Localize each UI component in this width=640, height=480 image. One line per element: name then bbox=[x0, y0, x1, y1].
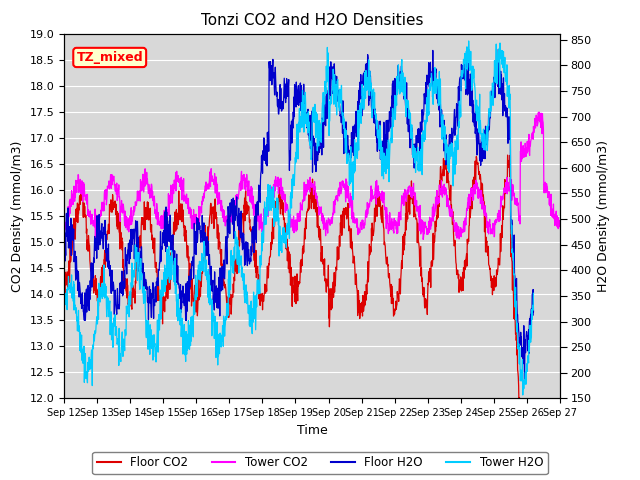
Floor H2O bbox=[454, 102, 461, 108]
Tower CO2 bbox=[419, 237, 427, 242]
Tower H2O bbox=[170, 267, 178, 273]
Floor CO2 bbox=[388, 291, 396, 297]
Tower H2O bbox=[226, 276, 234, 281]
Floor H2O bbox=[497, 92, 505, 97]
Tower CO2 bbox=[388, 224, 396, 229]
Floor H2O bbox=[158, 243, 166, 249]
Floor CO2 bbox=[60, 288, 68, 293]
Tower H2O bbox=[158, 293, 166, 299]
Floor CO2 bbox=[226, 295, 234, 301]
Tower H2O bbox=[497, 48, 505, 53]
Line: Tower CO2: Tower CO2 bbox=[64, 112, 560, 240]
X-axis label: Time: Time bbox=[296, 424, 328, 437]
Tower CO2 bbox=[226, 219, 234, 225]
Tower CO2 bbox=[170, 177, 178, 183]
Line: Tower H2O: Tower H2O bbox=[64, 41, 534, 395]
Floor CO2 bbox=[170, 231, 178, 237]
Tower CO2 bbox=[556, 222, 564, 228]
Tower CO2 bbox=[454, 232, 461, 238]
Line: Floor H2O: Floor H2O bbox=[64, 49, 534, 381]
Text: TZ_mixed: TZ_mixed bbox=[76, 51, 143, 64]
Floor CO2 bbox=[497, 239, 505, 244]
Floor H2O bbox=[170, 278, 178, 284]
Tower H2O bbox=[388, 106, 396, 111]
Title: Tonzi CO2 and H2O Densities: Tonzi CO2 and H2O Densities bbox=[201, 13, 423, 28]
Floor CO2 bbox=[454, 271, 461, 276]
Tower CO2 bbox=[535, 109, 543, 115]
Y-axis label: H2O Density (mmol/m3): H2O Density (mmol/m3) bbox=[597, 140, 610, 292]
Tower H2O bbox=[60, 302, 68, 308]
Line: Floor CO2: Floor CO2 bbox=[64, 155, 534, 480]
Floor H2O bbox=[60, 255, 68, 261]
Floor H2O bbox=[388, 81, 396, 86]
Floor CO2 bbox=[158, 309, 166, 315]
Y-axis label: CO2 Density (mmol/m3): CO2 Density (mmol/m3) bbox=[11, 140, 24, 292]
Tower CO2 bbox=[497, 197, 505, 203]
Legend: Floor CO2, Tower CO2, Floor H2O, Tower H2O: Floor CO2, Tower CO2, Floor H2O, Tower H… bbox=[92, 452, 548, 474]
Tower CO2 bbox=[158, 222, 166, 228]
Tower CO2 bbox=[60, 223, 68, 228]
Tower H2O bbox=[454, 132, 461, 138]
Floor H2O bbox=[226, 231, 234, 237]
